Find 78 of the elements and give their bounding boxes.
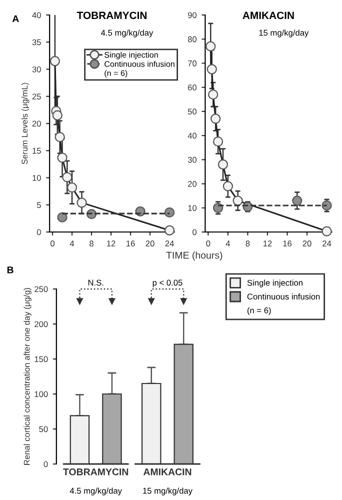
y-tick-label: 10 (32, 174, 41, 181)
text: B (7, 266, 14, 274)
point (52, 110, 62, 120)
annotation: (n = 6) (104, 70, 128, 78)
text: 4.5 mg/kg/day (101, 30, 154, 38)
x-axis-title: TIME (hours) (166, 252, 222, 261)
y-tick-label: 20 (188, 180, 197, 187)
point (76, 198, 87, 208)
y-tick-label: 250 (34, 286, 48, 292)
point (232, 196, 243, 206)
text: (n = 6) (247, 307, 271, 315)
y-axis-title: Serum Levels (μg/mL) (21, 82, 30, 164)
point (66, 182, 78, 193)
x-tick-label: 4 (70, 240, 74, 246)
y-tick-label: 70 (188, 60, 197, 66)
x-tick-label: 20 (302, 240, 312, 246)
y-tick-label: 90 (188, 12, 197, 18)
point (206, 64, 217, 74)
point (212, 136, 224, 147)
legend-label: Continuous infusion (104, 60, 174, 67)
y-tick-label: 60 (188, 84, 197, 90)
x-tick-label: 16 (126, 240, 135, 246)
text: p < 0.05 (152, 280, 182, 288)
y-tick-label: 50 (188, 108, 197, 115)
x-tick-label: 4 (226, 240, 230, 246)
y-tick-label: 200 (34, 321, 48, 328)
point (54, 132, 65, 142)
y-tick-label: 0 (192, 229, 197, 236)
x-tick-label: 8 (90, 240, 94, 246)
point (50, 56, 60, 66)
y-axis-title: Renal cortical concentration after one day (μg/g) (24, 288, 32, 465)
point (218, 159, 228, 170)
point (206, 41, 216, 52)
x-tick-label: 12 (107, 240, 116, 246)
legend-label: Single injection (104, 52, 158, 60)
point (292, 196, 302, 206)
point (222, 181, 234, 192)
x-tick-label: 8 (246, 240, 250, 246)
y-tick-label: 10 (188, 205, 197, 211)
legend-label: Continuous infusion (247, 293, 320, 300)
text: 15 mg/kg/day (259, 30, 309, 38)
x-tick-label: 12 (263, 240, 272, 246)
point (164, 225, 175, 236)
point (62, 172, 72, 182)
y-tick-label: 30 (32, 66, 41, 72)
chart-title: AMIKACIN (242, 12, 294, 20)
y-tick-label: 15 (32, 148, 41, 154)
text: A (12, 15, 19, 22)
y-tick-label: 0 (44, 461, 48, 468)
y-tick-label: 20 (32, 120, 41, 127)
y-tick-label: 25 (32, 94, 41, 100)
point (210, 114, 221, 124)
text: N.S. (88, 280, 104, 286)
point (57, 152, 68, 163)
y-tick-label: 80 (188, 36, 197, 42)
text: 4.5 mg/kg/day (70, 488, 122, 496)
x-tick-label: 24 (322, 240, 332, 246)
point (164, 207, 175, 218)
y-tick-label: 30 (188, 156, 197, 163)
y-tick-label: 50 (39, 426, 48, 432)
chart-title: TOBRAMYCIN (76, 12, 147, 20)
text: 15 mg/kg/day (143, 488, 192, 496)
y-tick-label: 100 (34, 391, 48, 398)
y-tick-label: 0 (36, 229, 41, 236)
x-tick-label: 0 (206, 240, 210, 246)
point (322, 226, 332, 236)
y-tick-label: 40 (32, 12, 41, 18)
x-tick-label: 16 (283, 240, 292, 246)
y-tick-label: 5 (36, 202, 41, 208)
point (208, 90, 218, 100)
x-tick-label: 20 (146, 240, 154, 246)
x-tick-label: 24 (165, 240, 174, 246)
y-tick-label: 35 (32, 39, 41, 46)
legend-label: Single injection (247, 280, 302, 288)
point (57, 212, 68, 222)
y-tick-label: 40 (188, 132, 197, 139)
y-tick-label: 150 (34, 356, 48, 362)
x-tick-label: 0 (50, 240, 55, 246)
